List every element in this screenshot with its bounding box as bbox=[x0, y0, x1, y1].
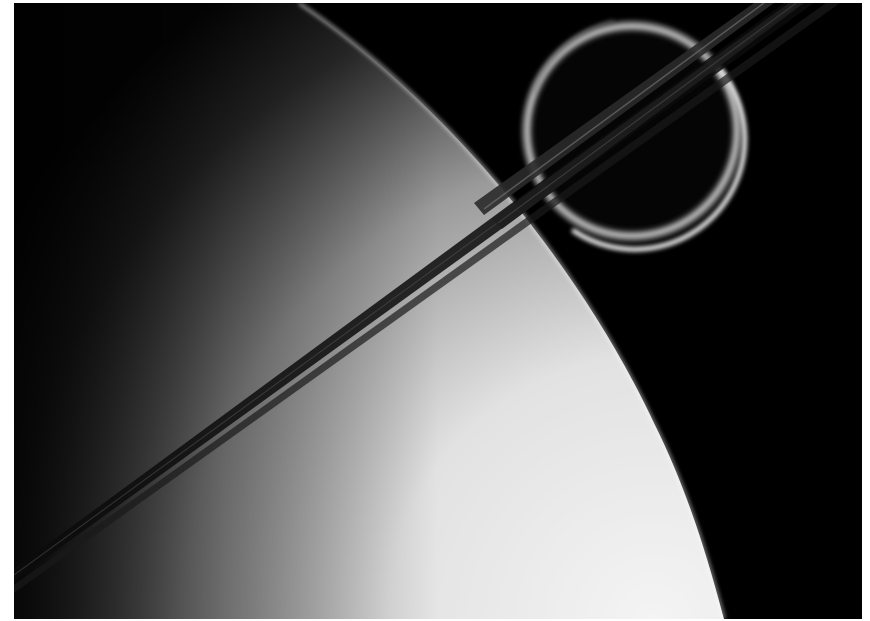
rings bbox=[14, 3, 840, 593]
planet-limb bbox=[298, 3, 726, 619]
space-photograph bbox=[14, 3, 862, 619]
